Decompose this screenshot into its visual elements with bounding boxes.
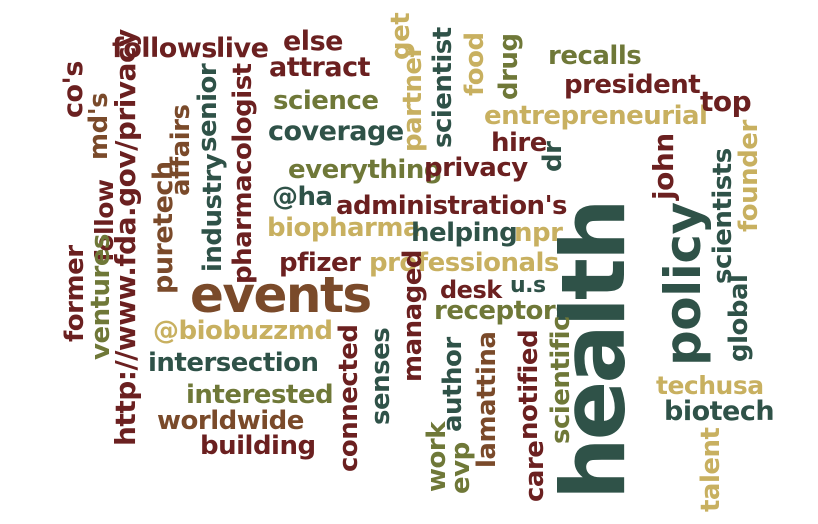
word-evp: evp: [446, 442, 476, 494]
word-puretech: puretech: [148, 161, 179, 294]
word-helping: helping: [411, 218, 518, 248]
word-author: author: [438, 337, 468, 432]
word-administrations: administration's: [336, 191, 568, 221]
word-senior: senior: [193, 63, 223, 152]
word-attract: attract: [269, 52, 370, 83]
word-scientific: scientific: [546, 316, 576, 444]
word-connected: connected: [334, 324, 364, 472]
word-biotech: biotech: [664, 396, 775, 427]
word-ha: @ha: [272, 182, 333, 212]
word-npr: npr: [514, 218, 563, 248]
word-events: events: [190, 266, 372, 324]
word-senses: senses: [366, 327, 396, 425]
word-follows: follows: [112, 33, 217, 64]
word-hire: hire: [491, 128, 547, 158]
word-managed: managed: [398, 249, 428, 382]
word-live: live: [216, 33, 269, 64]
word-global: global: [724, 274, 754, 362]
word-policy: policy: [654, 202, 712, 366]
word-recalls: recalls: [548, 41, 642, 71]
word-scientist: scientist: [428, 27, 458, 148]
word-lamattina: lamattina: [472, 331, 502, 468]
word-receptors: receptors: [434, 296, 571, 326]
word-industry: industry: [198, 153, 228, 272]
word-drug: drug: [494, 33, 524, 100]
word-privacy: privacy: [424, 153, 528, 183]
word-biobuzzmd: @biobuzzmd: [153, 316, 333, 346]
word-biopharma: biopharma: [267, 213, 421, 243]
word-partner: partner: [398, 45, 428, 152]
word-talent: talent: [696, 427, 726, 512]
word-notified: notified: [514, 329, 544, 440]
word-building: building: [200, 431, 316, 461]
word-professionals: professionals: [369, 248, 559, 278]
word-former: former: [60, 245, 90, 342]
word-desk: desk: [440, 276, 502, 304]
word-president: president: [564, 70, 701, 100]
word-intersection: intersection: [148, 348, 319, 378]
word-top: top: [700, 85, 752, 118]
word-techusa: techusa: [656, 371, 764, 400]
word-worldwide: worldwide: [157, 406, 304, 436]
word-dr: dr: [538, 141, 568, 172]
word-pharmacologist: pharmacologist: [228, 63, 258, 284]
word-science: science: [273, 86, 379, 116]
word-scientists: scientists: [708, 148, 738, 284]
word-ventures: ventures: [86, 234, 116, 360]
word-pfizer: pfizer: [279, 248, 361, 278]
word-founder: founder: [734, 120, 764, 232]
word-us: u.s: [510, 273, 546, 298]
word-cos: co's: [58, 61, 89, 118]
word-interested: interested: [186, 380, 334, 410]
word-everything: everything: [288, 155, 442, 185]
word-care: care: [520, 440, 550, 502]
word-entrepreneurial: entrepreneurial: [484, 101, 708, 131]
word-else: else: [283, 26, 343, 57]
word-food: food: [460, 32, 490, 96]
word-coverage: coverage: [268, 116, 404, 147]
word-john: john: [647, 133, 680, 200]
